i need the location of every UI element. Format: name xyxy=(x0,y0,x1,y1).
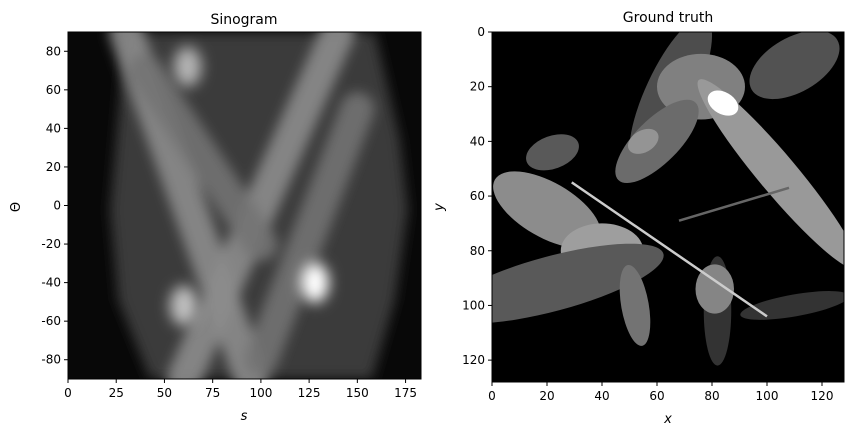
y-tick-label: -60 xyxy=(41,314,61,328)
phantom-ellipse xyxy=(492,243,664,324)
phantom-line xyxy=(571,181,768,318)
x-tick-label: 100 xyxy=(249,386,272,400)
x-tick-label: 120 xyxy=(811,389,834,403)
sinogram-band xyxy=(166,32,356,379)
y-tick-label: 100 xyxy=(462,298,485,312)
x-tick-label: 175 xyxy=(394,386,417,400)
y-tick-label: 80 xyxy=(470,244,485,258)
phantom-ellipse xyxy=(749,32,840,100)
ground-truth-x-ticks: 0 20 40 60 80 100 120 xyxy=(488,382,833,403)
sinogram-bands xyxy=(108,32,375,379)
y-tick-label: 0 xyxy=(53,199,61,213)
phantom-ellipse xyxy=(707,90,739,116)
sinogram-bright-spot xyxy=(169,285,198,326)
y-tick-label: -80 xyxy=(41,353,61,367)
y-tick-label: 20 xyxy=(470,80,485,94)
ground-truth-y-label: y xyxy=(432,203,447,212)
ground-truth-x-label: x xyxy=(663,412,672,427)
phantom-ellipse xyxy=(526,134,579,171)
sinogram-bright-spot xyxy=(300,262,329,303)
sinogram-panel: Sinogram 0 25 50 75 100 125 150 175 80 60 40 20 0 -2… xyxy=(9,12,422,424)
y-tick-label: 40 xyxy=(46,121,61,135)
phantom-ellipse xyxy=(695,264,734,314)
x-tick-label: 50 xyxy=(157,386,172,400)
sinogram-bright-spot xyxy=(173,46,202,87)
x-tick-label: 40 xyxy=(594,389,609,403)
phantom-ellipse xyxy=(493,171,601,249)
phantom-line xyxy=(678,186,790,222)
x-tick-label: 100 xyxy=(756,389,779,403)
sinogram-band xyxy=(243,92,375,377)
y-tick-label: 0 xyxy=(477,25,485,39)
sinogram-x-label: s xyxy=(241,409,248,424)
ground-truth-frame xyxy=(491,31,845,383)
x-tick-label: 60 xyxy=(649,389,664,403)
y-tick-label: 60 xyxy=(46,83,61,97)
y-tick-label: -20 xyxy=(41,237,61,251)
sinogram-band xyxy=(128,53,278,262)
phantom-ellipse xyxy=(619,264,651,346)
ground-truth-y-ticks: 0 20 40 60 80 100 120 xyxy=(462,25,492,367)
y-tick-label: 80 xyxy=(46,44,61,58)
x-tick-label: 150 xyxy=(346,386,369,400)
x-tick-label: 20 xyxy=(539,389,554,403)
ground-truth-title: Ground truth xyxy=(623,10,713,26)
ground-truth-panel: Ground truth 0 20 40 60 80 100 120 0 20 40 60 80 10… xyxy=(432,10,845,427)
phantom-ellipse xyxy=(697,79,844,270)
y-tick-label: 20 xyxy=(46,160,61,174)
phantom-ellipse xyxy=(627,128,659,154)
x-tick-label: 75 xyxy=(205,386,220,400)
sinogram-y-label: Θ xyxy=(9,202,24,212)
y-tick-label: 40 xyxy=(470,134,485,148)
sinogram-y-ticks: 80 60 40 20 0 -20 -40 -60 -80 xyxy=(41,44,68,367)
x-tick-label: 0 xyxy=(64,386,72,400)
sinogram-spots xyxy=(169,46,329,326)
x-tick-label: 0 xyxy=(488,389,496,403)
ground-truth-shapes xyxy=(492,32,844,366)
x-tick-label: 125 xyxy=(298,386,321,400)
x-tick-label: 80 xyxy=(704,389,719,403)
y-tick-label: 120 xyxy=(462,353,485,367)
x-tick-label: 25 xyxy=(109,386,124,400)
y-tick-label: -40 xyxy=(41,276,61,290)
sinogram-title: Sinogram xyxy=(210,12,277,28)
sinogram-x-ticks: 0 25 50 75 100 125 150 175 xyxy=(64,379,417,400)
y-tick-label: 60 xyxy=(470,189,485,203)
phantom-ellipse xyxy=(740,291,844,320)
